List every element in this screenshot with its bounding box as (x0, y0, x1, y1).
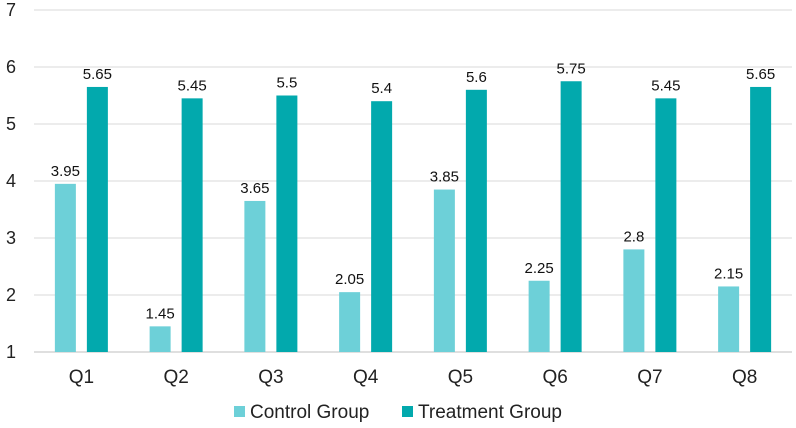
treatment-label-q4: 5.4 (371, 80, 392, 97)
treatment-bar-q7 (655, 98, 677, 352)
legend-swatch-treatment (402, 406, 413, 417)
treatment-label-q1: 5.65 (83, 66, 112, 83)
control-bar-q6 (528, 280, 550, 352)
y-tick-label: 1 (6, 342, 16, 362)
legend-label-treatment: Treatment Group (418, 402, 562, 423)
treatment-bar-q8 (750, 86, 772, 352)
treatment-bar-q1 (86, 86, 108, 352)
y-tick-label: 2 (6, 285, 16, 305)
control-bar-q1 (54, 183, 76, 352)
treatment-label-q8: 5.65 (746, 66, 775, 83)
gridlines (34, 9, 792, 353)
control-label-q7: 2.8 (623, 228, 644, 245)
treatment-bar-q5 (465, 89, 487, 353)
y-tick-label: 7 (6, 0, 16, 20)
control-bar-q8 (718, 286, 740, 352)
data-labels: 3.95 5.65 1.45 5.45 3.65 5.5 2.05 5.4 3.85 5.6 2.2… (51, 60, 775, 322)
control-label-q6: 2.25 (525, 260, 554, 277)
treatment-label-q5: 5.6 (466, 69, 487, 86)
control-label-q5: 3.85 (430, 169, 459, 186)
treatment-bar-q6 (560, 81, 582, 352)
control-label-q8: 2.15 (714, 265, 743, 282)
control-label-q2: 1.45 (146, 305, 175, 322)
treatment-label-q6: 5.75 (557, 60, 586, 77)
y-axis-ticks: 1 2 3 4 5 6 7 (6, 0, 16, 362)
control-bar-q5 (433, 189, 455, 352)
treatment-label-q3: 5.5 (276, 75, 297, 92)
treatment-bar-q2 (181, 98, 203, 352)
treatment-label-q7: 5.45 (651, 77, 680, 94)
x-tick-label-q5: Q5 (448, 367, 473, 388)
control-label-q4: 2.05 (335, 271, 364, 288)
treatment-bar-q4 (371, 101, 393, 352)
control-bar-q7 (623, 249, 645, 352)
bars (54, 81, 772, 353)
y-tick-label: 4 (6, 171, 16, 191)
control-bar-q2 (149, 326, 171, 352)
x-tick-label-q4: Q4 (353, 367, 379, 388)
control-bar-q3 (244, 200, 266, 352)
legend-label-control: Control Group (250, 402, 369, 423)
legend: Control Group Treatment Group (234, 402, 562, 423)
x-tick-label-q1: Q1 (69, 367, 94, 388)
x-tick-label-q2: Q2 (163, 367, 188, 388)
x-axis-ticks: Q1 Q2 Q3 Q4 Q5 Q6 Q7 Q8 (69, 367, 758, 388)
x-tick-label-q6: Q6 (542, 367, 567, 388)
legend-swatch-control (234, 406, 245, 417)
control-bar-q4 (339, 292, 361, 352)
x-tick-label-q7: Q7 (637, 367, 662, 388)
treatment-bar-q3 (276, 95, 298, 352)
y-tick-label: 5 (6, 114, 16, 134)
x-tick-label-q3: Q3 (258, 367, 283, 388)
control-label-q3: 3.65 (240, 180, 269, 197)
control-label-q1: 3.95 (51, 163, 80, 180)
y-tick-label: 3 (6, 228, 16, 248)
x-tick-label-q8: Q8 (732, 367, 757, 388)
treatment-label-q2: 5.45 (178, 77, 207, 94)
y-tick-label: 6 (6, 57, 16, 77)
